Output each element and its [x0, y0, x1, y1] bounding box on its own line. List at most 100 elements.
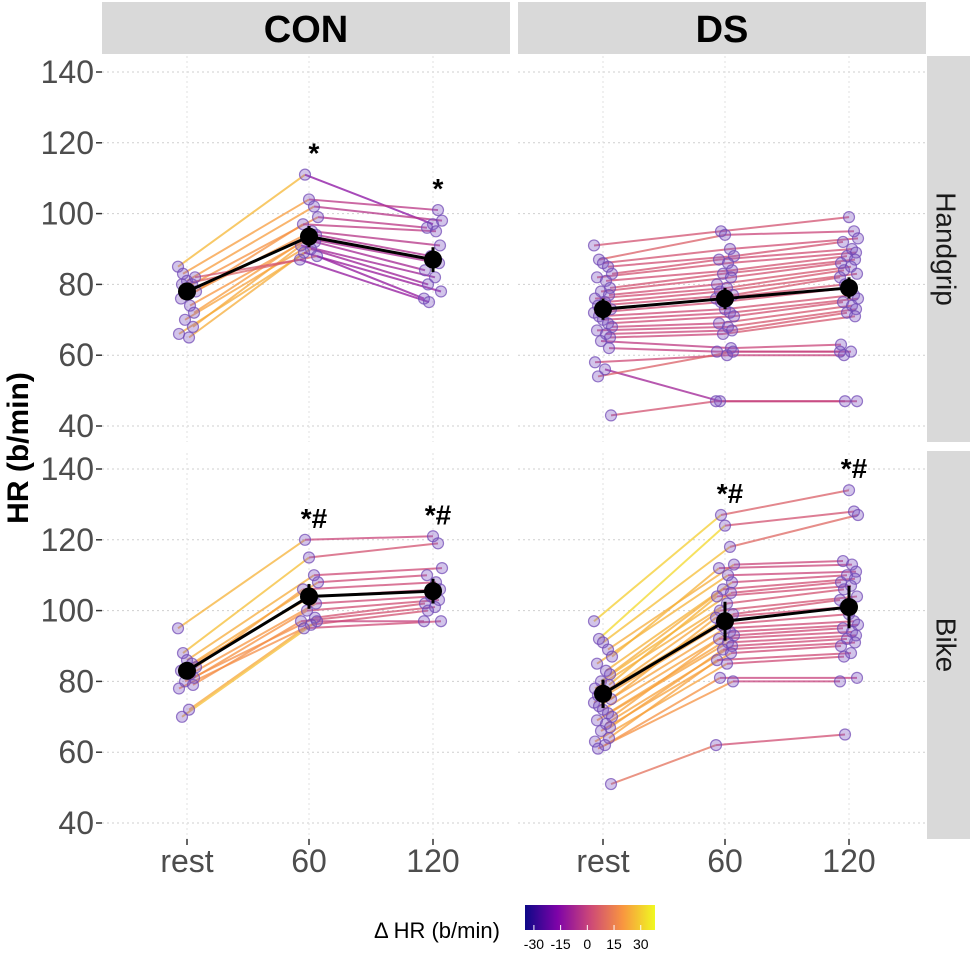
subject-point [836, 235, 850, 249]
significance-label: *# [425, 499, 452, 530]
mean-point [840, 598, 858, 617]
subject-line [733, 560, 844, 566]
subject-line [726, 269, 845, 289]
subject-line [314, 240, 426, 272]
strip-label-handgrip: Handgrip [931, 192, 962, 306]
subject-line [193, 237, 308, 314]
subject-line [724, 294, 855, 311]
subject-point [297, 622, 311, 635]
subject-point [602, 731, 616, 745]
subject-line [316, 255, 425, 300]
subject-point [837, 264, 851, 277]
subject-line [311, 230, 441, 247]
subject-point [599, 274, 613, 287]
subject-point [721, 569, 735, 582]
subject-line [731, 574, 848, 584]
panel-con-bike: *# *# [171, 499, 452, 723]
x-tick-label: 60 [291, 843, 327, 879]
subject-line [607, 315, 735, 325]
mean-point [300, 227, 318, 246]
subject-point [434, 615, 448, 628]
subject-line [596, 641, 729, 722]
subject-line [608, 659, 718, 739]
subject-line [718, 248, 853, 261]
subject-line [602, 311, 731, 321]
subject-point [716, 327, 730, 341]
mean-point [178, 282, 196, 301]
subject-line [720, 489, 850, 517]
subject-line [178, 623, 312, 690]
significance-label: * [433, 173, 444, 204]
subject-line [730, 581, 842, 594]
subject-line [598, 524, 726, 640]
subject-line [596, 262, 729, 279]
subject-point [833, 675, 847, 688]
subject-point [602, 342, 616, 355]
subject-line [317, 574, 428, 584]
mean-point [178, 661, 196, 680]
subject-line [605, 269, 733, 282]
subject-point [591, 370, 605, 383]
subject-point [833, 345, 847, 358]
subject-line [304, 535, 434, 541]
subject-point [726, 675, 740, 688]
subject-point [186, 320, 200, 333]
subject-point [720, 657, 734, 670]
strip-column-ds: DS [518, 2, 926, 54]
y-tick-label: 40 [58, 408, 94, 444]
subject-point [713, 395, 727, 408]
subject-line [308, 198, 439, 212]
subject-line [594, 602, 728, 690]
subject-line [188, 251, 305, 339]
subject-point [848, 636, 862, 649]
subject-line [718, 563, 853, 570]
subject-point [710, 654, 724, 667]
subject-point [720, 349, 734, 362]
subject-point [838, 395, 852, 408]
y-tick-label: 80 [58, 663, 94, 699]
x-tick-label: 120 [406, 843, 459, 879]
subject-point [714, 508, 728, 522]
subject-point [605, 650, 619, 663]
subject-line [726, 588, 845, 605]
subject-point [834, 639, 848, 653]
y-tick-label: 140 [41, 451, 94, 487]
strip-row-handgrip: Handgrip [927, 56, 970, 442]
subject-point [601, 643, 615, 656]
strip-row-bike: Bike [927, 451, 970, 839]
subject-line [608, 595, 718, 686]
subject-line [720, 216, 850, 233]
subject-point [594, 334, 608, 348]
strip-label-con: CON [264, 9, 348, 51]
subject-point [850, 395, 864, 408]
subject-line [724, 620, 855, 630]
subject-line [300, 606, 436, 623]
subject-line [177, 173, 306, 268]
subject-point [434, 285, 448, 298]
subject-point [433, 239, 447, 252]
subject-point [723, 242, 737, 256]
subject-line [610, 744, 717, 785]
subject-line [722, 258, 856, 275]
subject-line [182, 556, 310, 654]
subject-line [733, 240, 844, 258]
y-tick-label: 40 [58, 805, 94, 841]
subject-line [308, 542, 439, 559]
subject-line [605, 329, 733, 335]
subject-line [729, 237, 859, 250]
subject-line [302, 223, 437, 233]
subject-line [609, 588, 724, 676]
subject-point [307, 200, 321, 213]
subject-line [729, 297, 859, 314]
subject-point [587, 615, 601, 628]
y-tick-label: 60 [58, 734, 94, 770]
subject-line [724, 230, 855, 236]
subject-line [729, 514, 859, 548]
subject-point [186, 678, 200, 692]
subject-point [307, 569, 321, 582]
subject-line [596, 574, 729, 665]
subject-point [418, 264, 432, 277]
subject-line [608, 347, 718, 353]
subject-line [593, 301, 722, 314]
subject-point [178, 313, 192, 326]
